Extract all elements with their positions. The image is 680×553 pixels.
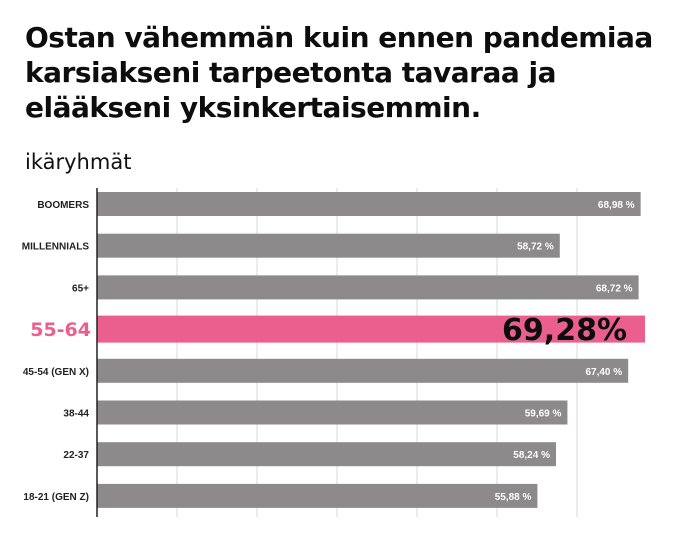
value-label: 59,69 %	[525, 409, 562, 420]
category-label: 65+	[72, 283, 89, 294]
value-label: 58,24 %	[513, 450, 550, 461]
bar	[97, 233, 560, 258]
category-label: MILLENNIALS	[22, 242, 90, 253]
chart-subtitle: ikäryhmät	[25, 150, 132, 174]
bar-highlighted	[97, 315, 645, 343]
value-label-highlighted: 69,28%	[502, 313, 627, 348]
bar	[97, 400, 568, 425]
bar	[97, 483, 538, 508]
value-label: 55,88 %	[495, 492, 532, 503]
category-label: BOOMERS	[37, 200, 89, 211]
bar	[97, 192, 641, 216]
value-label: 58,72 %	[517, 242, 554, 253]
category-label: 45-54 (GEN X)	[23, 367, 89, 378]
bar	[97, 442, 556, 467]
category-label: 38-44	[63, 409, 89, 420]
value-label: 67,40 %	[585, 367, 622, 378]
value-label: 68,98 %	[598, 200, 635, 211]
bars: 68,98 % 58,72 % 68,72 % 69,28% 67,40 % 59,69 …	[97, 192, 645, 508]
category-label-highlighted: 55-64	[30, 319, 91, 341]
category-label: 18-21 (GEN Z)	[23, 492, 89, 503]
bar	[97, 275, 639, 300]
category-label: 22-37	[63, 450, 89, 461]
category-labels: BOOMERS MILLENNIALS 65+ 55-64 45-54 (GEN X) 3…	[22, 200, 91, 503]
chart-title: Ostan vähemmän kuin ennen pandemiaa kars…	[25, 21, 653, 124]
value-label: 68,72 %	[596, 283, 633, 294]
bar	[97, 358, 629, 383]
